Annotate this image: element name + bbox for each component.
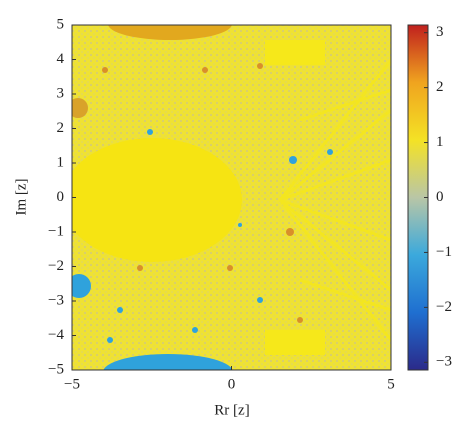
colorbar-tick-label: 1 [436, 134, 444, 150]
y-tick-label: −3 [48, 292, 64, 308]
colorbar-tick-label: −3 [436, 354, 452, 370]
colorbar-tick-label: −2 [436, 299, 452, 315]
y-tick-label: −1 [48, 223, 64, 239]
x-tick-label: 5 [387, 376, 395, 392]
y-tick-label: 5 [57, 16, 65, 32]
x-tick-label: −5 [64, 376, 80, 392]
x-axis-label: Rr [z] [214, 402, 249, 418]
y-tick-label: −2 [48, 258, 64, 274]
y-tick-label: 2 [57, 120, 65, 136]
y-tick-label: −4 [48, 327, 64, 343]
y-tick-label: 1 [57, 154, 65, 170]
x-tick-label: 0 [228, 376, 236, 392]
y-axis-label: Im [z] [13, 178, 29, 215]
y-tick-label: 4 [57, 51, 65, 67]
y-tick-label: 3 [57, 85, 65, 101]
colorbar-tick-label: 0 [436, 189, 444, 205]
y-tick-label: 0 [57, 189, 65, 205]
colorbar-tick-label: −1 [436, 244, 452, 260]
colorbar-tick-label: 2 [436, 79, 444, 95]
colorbar-tick-label: 3 [436, 24, 444, 40]
fractal-image [72, 25, 391, 370]
y-tick-label: −5 [48, 361, 64, 377]
